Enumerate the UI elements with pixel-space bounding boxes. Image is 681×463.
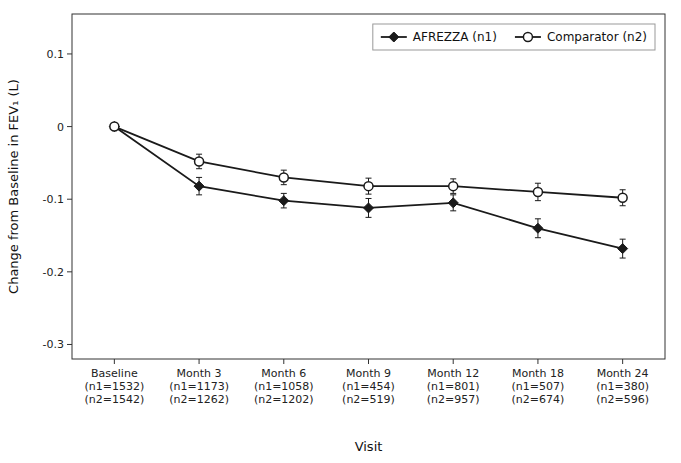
x-tick-label: Month 3(n1=1173)(n2=1262) xyxy=(169,367,229,406)
y-tick-label: -0.2 xyxy=(43,266,64,279)
y-tick-label: -0.3 xyxy=(43,338,64,351)
y-tick-label: -0.1 xyxy=(43,193,64,206)
x-tick xyxy=(368,359,369,364)
y-axis-label: Change from Baseline in FEV₁ (L) xyxy=(6,79,21,294)
x-tick-label-line: (n2=1542) xyxy=(84,393,144,406)
x-tick-label-line: (n2=1262) xyxy=(169,393,229,406)
x-tick-label-line: (n2=957) xyxy=(427,393,480,406)
x-tick-label-line: Month 3 xyxy=(177,367,222,380)
x-tick-label-line: (n1=454) xyxy=(342,380,395,393)
x-tick-label: Month 18(n1=507)(n2=674) xyxy=(512,367,565,406)
x-tick-label-line: Month 9 xyxy=(346,367,391,380)
x-tick-label-line: (n1=1532) xyxy=(84,380,144,393)
y-tick-label: 0.1 xyxy=(47,48,65,61)
x-tick-label: Month 24(n1=380)(n2=596) xyxy=(596,367,649,406)
y-tick xyxy=(67,271,72,272)
point xyxy=(533,223,543,233)
marks xyxy=(109,122,627,258)
x-tick-label-line: Baseline xyxy=(91,367,138,380)
x-tick-label-line: Month 6 xyxy=(261,367,306,380)
x-tick-label-line: (n2=596) xyxy=(596,393,649,406)
legend-label: AFREZZA (n1) xyxy=(413,30,497,44)
point xyxy=(110,122,119,131)
x-tick-label-line: (n2=1202) xyxy=(254,393,314,406)
chart: -0.3 -0.2 -0.1 0 0.1 Baseline(n1=1532)(n2=154… xyxy=(0,0,681,463)
legend-box xyxy=(373,24,655,50)
x-axis-label: Visit xyxy=(355,439,383,454)
x-tick xyxy=(283,359,284,364)
point xyxy=(449,182,458,191)
x-tick-label-line: (n1=507) xyxy=(512,380,565,393)
x-tick-label-line: (n2=674) xyxy=(512,393,565,406)
x-tick-label-line: Month 24 xyxy=(597,367,649,380)
point xyxy=(279,173,288,182)
point xyxy=(364,203,374,213)
x-tick xyxy=(114,359,115,364)
y-tick xyxy=(67,53,72,54)
point xyxy=(109,122,119,132)
legend-marker xyxy=(389,32,399,42)
x-tick-label: Month 6(n1=1058)(n2=1202) xyxy=(254,367,314,406)
x-tick-label: Month 12(n1=801)(n2=957) xyxy=(427,367,480,406)
x-tick-label-line: (n1=1058) xyxy=(254,380,314,393)
x-tick-label-line: (n1=1173) xyxy=(169,380,229,393)
x-tick-label: Baseline(n1=1532)(n2=1542) xyxy=(84,367,144,406)
point xyxy=(279,196,289,206)
point xyxy=(364,182,373,191)
y-tick xyxy=(67,344,72,345)
point xyxy=(448,198,458,208)
plot-frame xyxy=(72,14,665,359)
point xyxy=(195,157,204,166)
legend-marker xyxy=(523,33,532,42)
legend: AFREZZA (n1) Comparator (n2) xyxy=(373,24,655,50)
point xyxy=(618,193,627,202)
legend-label: Comparator (n2) xyxy=(547,30,647,44)
y-tick xyxy=(67,126,72,127)
point xyxy=(618,244,628,254)
x-tick xyxy=(453,359,454,364)
x-tick-label-line: (n1=380) xyxy=(596,380,649,393)
point xyxy=(194,181,204,191)
x-tick-label-line: Month 18 xyxy=(512,367,564,380)
series-line xyxy=(114,127,622,249)
y-tick xyxy=(67,199,72,200)
series-line xyxy=(114,127,622,198)
x-tick xyxy=(622,359,623,364)
x-tick-label: Month 9(n1=454)(n2=519) xyxy=(342,367,395,406)
point xyxy=(533,187,542,196)
y-tick-label: 0 xyxy=(57,121,64,134)
x-tick-label-line: (n1=801) xyxy=(427,380,480,393)
x-tick-label-line: (n2=519) xyxy=(342,393,395,406)
x-tick-label-line: Month 12 xyxy=(427,367,479,380)
x-tick xyxy=(199,359,200,364)
x-tick xyxy=(537,359,538,364)
